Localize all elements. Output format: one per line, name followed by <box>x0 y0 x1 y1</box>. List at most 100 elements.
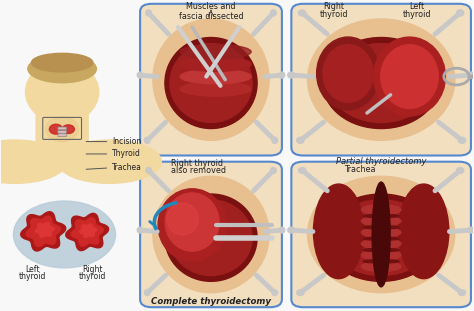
Ellipse shape <box>363 214 399 218</box>
Ellipse shape <box>399 184 449 279</box>
Polygon shape <box>71 218 103 246</box>
Ellipse shape <box>170 200 252 276</box>
FancyBboxPatch shape <box>58 127 66 130</box>
Ellipse shape <box>317 37 380 110</box>
Ellipse shape <box>361 239 401 249</box>
Ellipse shape <box>180 82 251 96</box>
Ellipse shape <box>361 205 401 215</box>
Ellipse shape <box>272 137 278 143</box>
Ellipse shape <box>372 182 390 287</box>
FancyBboxPatch shape <box>140 4 282 156</box>
Ellipse shape <box>167 203 198 235</box>
Ellipse shape <box>272 290 278 295</box>
FancyBboxPatch shape <box>292 4 471 156</box>
Ellipse shape <box>0 140 67 183</box>
Ellipse shape <box>158 189 226 262</box>
Text: thyroid: thyroid <box>319 10 348 19</box>
Text: Left: Left <box>409 2 424 11</box>
Ellipse shape <box>458 137 465 143</box>
Polygon shape <box>80 224 97 238</box>
Ellipse shape <box>165 194 257 281</box>
Ellipse shape <box>288 72 295 78</box>
Ellipse shape <box>363 226 399 229</box>
Text: thyroid: thyroid <box>402 10 431 19</box>
Ellipse shape <box>467 72 474 78</box>
Ellipse shape <box>57 140 161 183</box>
Text: Thyroid: Thyroid <box>112 150 141 158</box>
Ellipse shape <box>456 10 464 16</box>
Ellipse shape <box>59 128 65 132</box>
Ellipse shape <box>153 176 269 293</box>
Ellipse shape <box>153 19 269 140</box>
Ellipse shape <box>381 45 438 109</box>
Text: fascia dissected: fascia dissected <box>179 12 243 21</box>
FancyBboxPatch shape <box>58 130 66 133</box>
Ellipse shape <box>323 194 439 281</box>
Ellipse shape <box>165 193 219 251</box>
Ellipse shape <box>180 69 251 84</box>
Ellipse shape <box>297 290 304 295</box>
Ellipse shape <box>146 168 152 173</box>
Ellipse shape <box>299 10 306 16</box>
Ellipse shape <box>374 37 446 116</box>
Polygon shape <box>35 222 55 237</box>
Ellipse shape <box>279 72 285 78</box>
Ellipse shape <box>456 168 464 173</box>
Ellipse shape <box>271 10 276 16</box>
Ellipse shape <box>137 72 143 78</box>
Text: Complete thyroidectomy: Complete thyroidectomy <box>151 297 271 306</box>
Ellipse shape <box>271 168 276 173</box>
Text: Partial thyroidectomy: Partial thyroidectomy <box>336 157 427 166</box>
Ellipse shape <box>145 137 150 143</box>
Text: thyroid: thyroid <box>19 272 46 281</box>
Ellipse shape <box>361 227 401 237</box>
Text: Right: Right <box>82 265 103 274</box>
Ellipse shape <box>308 176 455 293</box>
Ellipse shape <box>26 61 99 123</box>
FancyBboxPatch shape <box>140 162 282 307</box>
Ellipse shape <box>28 55 96 83</box>
FancyBboxPatch shape <box>58 134 66 137</box>
Ellipse shape <box>180 44 251 59</box>
Circle shape <box>13 201 116 268</box>
Ellipse shape <box>288 227 295 233</box>
Ellipse shape <box>361 216 401 226</box>
Ellipse shape <box>458 290 465 295</box>
Polygon shape <box>21 212 66 251</box>
Ellipse shape <box>361 250 401 260</box>
Ellipse shape <box>308 19 455 140</box>
Polygon shape <box>26 216 60 247</box>
Ellipse shape <box>313 184 364 279</box>
Ellipse shape <box>299 168 306 173</box>
Ellipse shape <box>467 227 474 233</box>
Ellipse shape <box>49 124 63 134</box>
Ellipse shape <box>297 137 304 143</box>
Ellipse shape <box>363 260 399 263</box>
Ellipse shape <box>180 57 251 71</box>
FancyBboxPatch shape <box>292 162 471 307</box>
Text: Incision: Incision <box>112 137 141 146</box>
Ellipse shape <box>323 38 439 128</box>
Ellipse shape <box>279 227 285 233</box>
Ellipse shape <box>363 248 399 252</box>
Ellipse shape <box>329 44 433 123</box>
Ellipse shape <box>361 262 401 272</box>
Text: also removed: also removed <box>171 166 226 175</box>
Ellipse shape <box>137 227 143 233</box>
Text: Left: Left <box>26 265 40 274</box>
Text: thyroid: thyroid <box>79 272 107 281</box>
Text: Trachea: Trachea <box>344 165 375 174</box>
Ellipse shape <box>62 125 74 133</box>
Text: Muscles and: Muscles and <box>186 2 236 11</box>
Ellipse shape <box>170 44 252 123</box>
Polygon shape <box>66 213 109 251</box>
Text: Trachea: Trachea <box>112 163 142 172</box>
FancyBboxPatch shape <box>36 106 88 156</box>
Ellipse shape <box>146 10 152 16</box>
Text: Right thyroid: Right thyroid <box>171 159 223 168</box>
Ellipse shape <box>31 53 93 72</box>
Text: Right: Right <box>323 2 345 11</box>
Ellipse shape <box>165 38 257 128</box>
Ellipse shape <box>363 237 399 240</box>
Ellipse shape <box>329 200 433 276</box>
